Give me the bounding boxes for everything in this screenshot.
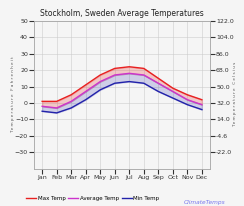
- Y-axis label: T e m p e r a t u r e   F a h r e n h e i t: T e m p e r a t u r e F a h r e n h e i …: [11, 56, 15, 133]
- Max Temp: [186, 94, 189, 96]
- Min Temp: [142, 82, 145, 84]
- Max Temp: [41, 100, 44, 103]
- Max Temp: [128, 66, 131, 68]
- Average Temp: [99, 80, 102, 83]
- Average Temp: [200, 103, 203, 106]
- Average Temp: [113, 74, 116, 76]
- Min Temp: [55, 112, 58, 114]
- Min Temp: [186, 103, 189, 106]
- Min Temp: [41, 110, 44, 112]
- Min Temp: [200, 108, 203, 111]
- Average Temp: [70, 100, 73, 103]
- Average Temp: [142, 74, 145, 76]
- Min Temp: [157, 90, 160, 93]
- Min Temp: [84, 98, 87, 101]
- Average Temp: [157, 82, 160, 84]
- Text: ClimateTemps: ClimateTemps: [184, 200, 226, 205]
- Max Temp: [200, 98, 203, 101]
- Max Temp: [113, 67, 116, 70]
- Average Temp: [41, 105, 44, 108]
- Legend: Max Temp, Average Temp, Min Temp: Max Temp, Average Temp, Min Temp: [24, 194, 162, 203]
- Max Temp: [84, 84, 87, 86]
- Line: Average Temp: Average Temp: [42, 73, 202, 108]
- Average Temp: [84, 90, 87, 93]
- Max Temp: [142, 67, 145, 70]
- Line: Max Temp: Max Temp: [42, 67, 202, 101]
- Min Temp: [171, 97, 174, 99]
- Max Temp: [99, 74, 102, 76]
- Average Temp: [128, 72, 131, 75]
- Average Temp: [55, 107, 58, 109]
- Average Temp: [171, 90, 174, 93]
- Line: Min Temp: Min Temp: [42, 82, 202, 113]
- Min Temp: [70, 107, 73, 109]
- Min Temp: [99, 89, 102, 91]
- Title: Stockholm, Sweden Average Temperatures: Stockholm, Sweden Average Temperatures: [40, 9, 204, 18]
- Min Temp: [113, 82, 116, 84]
- Max Temp: [171, 87, 174, 89]
- Max Temp: [55, 100, 58, 103]
- Max Temp: [157, 77, 160, 80]
- Max Temp: [70, 94, 73, 96]
- Average Temp: [186, 98, 189, 101]
- Y-axis label: T e m p e r a t u r e   C e l s i u s: T e m p e r a t u r e C e l s i u s: [233, 62, 237, 127]
- Min Temp: [128, 80, 131, 83]
